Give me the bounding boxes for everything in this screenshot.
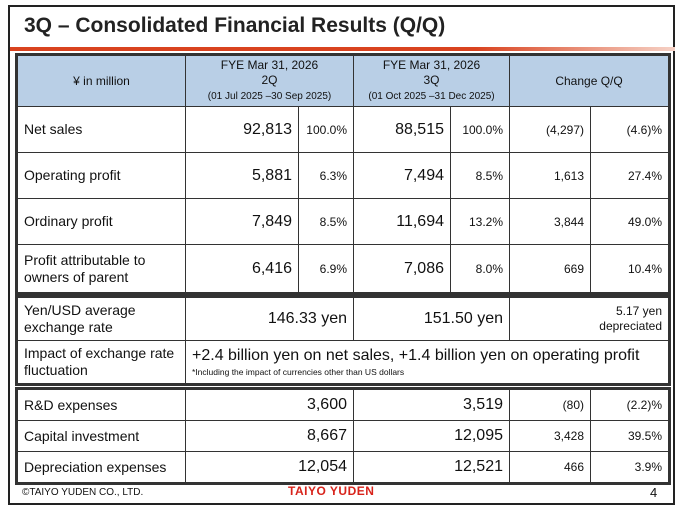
results-table: ¥ in million FYE Mar 31, 2026 2Q (01 Jul 2…	[14, 53, 672, 295]
change-amount: 669	[509, 244, 592, 293]
fx-impact-cell: +2.4 billion yen on net sales, +1.4 bill…	[185, 340, 669, 384]
change-amount: (80)	[509, 389, 591, 421]
period-label: (01 Oct 2025 –31 Dec 2025)	[368, 91, 495, 102]
change-header: Change Q/Q	[509, 55, 670, 107]
change-amount: (4,297)	[509, 106, 592, 153]
ratio-2q: 8.5%	[298, 198, 354, 245]
ratio-3q: 100.0%	[449, 106, 511, 153]
ratio-3q: 8.5%	[449, 152, 511, 199]
table-row: R&D expenses 3,600 3,519 (80) (2.2)%	[17, 389, 669, 421]
row-label: R&D expenses	[17, 389, 186, 421]
value-2q: 7,849	[185, 198, 299, 245]
row-label: Capital investment	[17, 420, 186, 452]
table-row: Capital investment 8,667 12,095 3,428 39.5%	[17, 420, 669, 452]
title-underline	[10, 47, 675, 51]
row-label: Depreciation expenses	[17, 451, 186, 483]
table-row: Profit attributable to owners of parent 6…	[17, 244, 670, 293]
page-title: 3Q – Consolidated Financial Results (Q/Q…	[24, 14, 446, 37]
ratio-3q: 13.2%	[449, 198, 511, 245]
col-2q-header: FYE Mar 31, 2026 2Q (01 Jul 2025 –30 Sep 2…	[185, 55, 354, 107]
row-label: Operating profit	[17, 152, 186, 199]
value-3q: 88,515	[353, 106, 451, 153]
table-row: Ordinary profit 7,849 8.5% 11,694 13.2% 3,844…	[17, 198, 670, 245]
row-label: Profit attributable to owners of parent	[17, 244, 186, 293]
period-label: (01 Jul 2025 –30 Sep 2025)	[207, 91, 332, 102]
table-row: Operating profit 5,881 6.3% 7,494 8.5% 1,613 2…	[17, 152, 670, 199]
value-2q: 6,416	[185, 244, 299, 293]
copyright: ©TAIYO YUDEN CO., LTD.	[22, 487, 144, 498]
ratio-2q: 6.9%	[298, 244, 354, 293]
value-3q: 12,095	[353, 420, 510, 452]
fx-impact-note: *Including the impact of currencies othe…	[192, 367, 405, 377]
change-amount: 466	[509, 451, 591, 483]
value-2q: 3,600	[185, 389, 354, 421]
change-amount: 3,428	[509, 420, 591, 452]
row-label: Ordinary profit	[17, 198, 186, 245]
fx-impact-label: Impact of exchange rate fluctuation	[17, 340, 186, 384]
fy-label: FYE Mar 31, 2026	[382, 58, 481, 72]
value-3q: 3,519	[353, 389, 510, 421]
fx-impact-text: +2.4 billion yen on net sales, +1.4 bill…	[192, 347, 640, 364]
change-percent: 39.5%	[590, 420, 669, 452]
ratio-2q: 100.0%	[298, 106, 354, 153]
table-row: Depreciation expenses 12,054 12,521 466 3.9%	[17, 451, 669, 483]
value-2q: 8,667	[185, 420, 354, 452]
table-row: Net sales 92,813 100.0% 88,515 100.0% (4,297)…	[17, 106, 670, 153]
change-percent: (2.2)%	[590, 389, 669, 421]
change-percent: 27.4%	[590, 152, 670, 199]
value-2q: 92,813	[185, 106, 299, 153]
ratio-2q: 6.3%	[298, 152, 354, 199]
other-table: R&D expenses 3,600 3,519 (80) (2.2)% Capital …	[15, 387, 671, 485]
fy-label: FYE Mar 31, 2026	[220, 58, 319, 72]
change-percent: (4.6)%	[590, 106, 670, 153]
value-3q: 12,521	[353, 451, 510, 483]
fx-rate-change: 5.17 yen depreciated	[509, 297, 669, 341]
fx-rate-3q: 151.50 yen	[353, 297, 510, 341]
value-3q: 7,086	[353, 244, 451, 293]
change-amount: 1,613	[509, 152, 592, 199]
value-2q: 12,054	[185, 451, 354, 483]
fx-table: Yen/USD average exchange rate 146.33 yen…	[15, 295, 671, 386]
fx-rate-2q: 146.33 yen	[185, 297, 354, 341]
ratio-3q: 8.0%	[449, 244, 511, 293]
unit-header: ¥ in million	[17, 55, 186, 107]
slide-frame	[8, 5, 675, 505]
col-3q-header: FYE Mar 31, 2026 3Q (01 Oct 2025 –31 Dec 2…	[352, 55, 511, 107]
fx-impact-row: Impact of exchange rate fluctuation +2.4…	[17, 340, 669, 384]
change-percent: 49.0%	[590, 198, 670, 245]
value-3q: 11,694	[353, 198, 451, 245]
change-percent: 3.9%	[590, 451, 669, 483]
value-3q: 7,494	[353, 152, 451, 199]
change-percent: 10.4%	[590, 244, 670, 293]
value-2q: 5,881	[185, 152, 299, 199]
header-row: ¥ in million FYE Mar 31, 2026 2Q (01 Jul 2…	[17, 55, 670, 107]
row-label: Net sales	[17, 106, 186, 153]
quarter-label: 3Q	[423, 73, 440, 87]
quarter-label: 2Q	[261, 73, 278, 87]
change-amount: 3,844	[509, 198, 592, 245]
fx-rate-label: Yen/USD average exchange rate	[17, 297, 186, 341]
company-logo: TAIYO YUDEN	[288, 484, 375, 498]
fx-rate-row: Yen/USD average exchange rate 146.33 yen…	[17, 297, 669, 341]
page-number: 4	[650, 485, 658, 500]
